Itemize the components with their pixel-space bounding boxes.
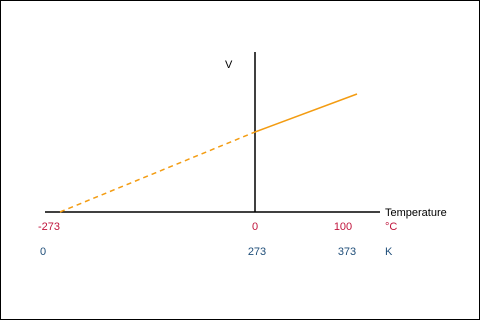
kelvin-tick: 0	[40, 246, 46, 258]
celsius-tick: -273	[38, 221, 60, 233]
extrapolated-line	[59, 131, 256, 213]
measured-line	[254, 93, 358, 133]
kelvin-unit: K	[385, 246, 393, 258]
celsius-tick: 0	[252, 221, 258, 233]
celsius-unit: °C	[385, 221, 397, 233]
y-axis-label: V	[225, 59, 233, 71]
kelvin-tick: 373	[338, 246, 356, 258]
kelvin-tick: 273	[248, 246, 266, 258]
celsius-tick: 100	[334, 221, 352, 233]
x-axis-label: Temperature	[385, 207, 447, 219]
